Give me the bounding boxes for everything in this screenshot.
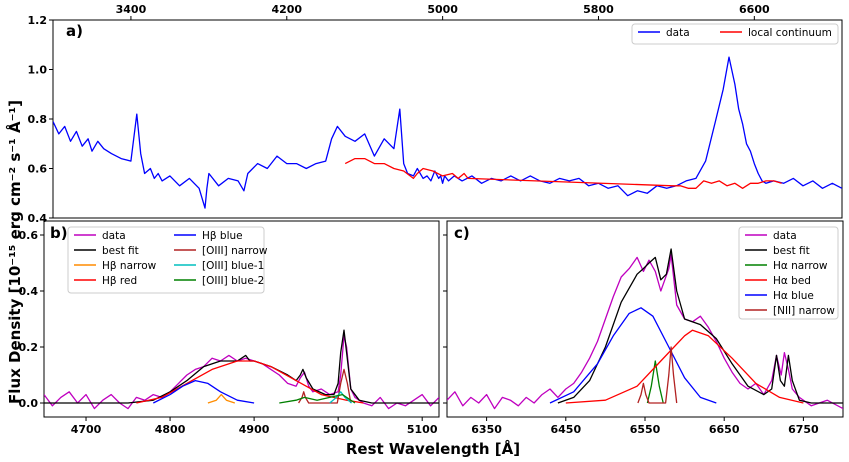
panel-a-series-local-continuum bbox=[344, 157, 782, 189]
panel-c-x-tick-label: 6350 bbox=[471, 423, 502, 436]
y-axis-label: Flux Density [10⁻¹⁵ erg cm⁻² s⁻¹ Å⁻¹] bbox=[5, 100, 24, 404]
panel-a-y-tick-label: 0.6 bbox=[28, 163, 48, 176]
panel-a-top-tick-label: 5800 bbox=[583, 3, 614, 16]
panel-c-plot-area bbox=[447, 248, 843, 410]
panel-c-series-data bbox=[447, 253, 843, 410]
panel-b-series-oiii-blue-2 bbox=[279, 393, 356, 404]
panel-b-x-tick-label: 5000 bbox=[323, 423, 354, 436]
panel-b-legend-label-oiii-blue-2: [OIII] blue-2 bbox=[202, 275, 264, 287]
panel-c-legend-label-h-blue: Hα blue bbox=[773, 290, 814, 302]
panel-a-legend-label-data: data bbox=[666, 27, 690, 39]
panel-b-series-data bbox=[44, 335, 439, 410]
panel-a-top-tick-label: 5000 bbox=[427, 3, 458, 16]
panel-a-top-tick-label: 3400 bbox=[116, 3, 147, 16]
panel-b-frame bbox=[43, 220, 440, 418]
panel-c-series-h-blue bbox=[549, 307, 717, 404]
panel-a-y-tick-label: 1.0 bbox=[28, 64, 48, 77]
panel-c-legend-label-nii-narrow: [NII] narrow bbox=[773, 305, 835, 317]
panel-c-x-tick-label: 6550 bbox=[630, 423, 661, 436]
x-axis-label: Rest Wavelength [Å] bbox=[346, 439, 520, 458]
panel-b-legend-label-h-blue: Hβ blue bbox=[202, 230, 243, 242]
panel-a-label: a) bbox=[66, 22, 83, 40]
panel-c-legend-label-data: data bbox=[773, 230, 797, 242]
panel-b-x-tick-label: 4900 bbox=[239, 423, 270, 436]
panel-b-series-oiii-narrow bbox=[298, 368, 352, 404]
panel-b: 4700 4800 4900 5000 5100 0.0 0.2 0.4 0.6 data best… bbox=[19, 226, 439, 436]
panel-b-legend-label-oiii-blue-1: [OIII] blue-1 bbox=[202, 260, 264, 272]
panel-a-legend bbox=[631, 23, 839, 45]
panel-c-x-tick-label: 6450 bbox=[550, 423, 581, 436]
panel-b-series-best-fit bbox=[44, 329, 439, 404]
panel-b-legend-label-oiii-narrow: [OIII] narrow bbox=[202, 245, 268, 257]
panel-b-y-tick-label: 0.2 bbox=[19, 341, 39, 354]
panel-b-y-tick-label: 0.4 bbox=[19, 285, 39, 298]
panel-b-y-tick-label: 0.6 bbox=[19, 229, 39, 242]
panel-a-series-data bbox=[53, 56, 842, 209]
panel-b-series-h-red bbox=[136, 360, 364, 404]
panel-c-series-h-narrow bbox=[646, 360, 664, 404]
panel-a-y-tick-label: 0.4 bbox=[28, 212, 48, 225]
panel-c-series-nii-narrow bbox=[637, 346, 678, 404]
panel-c-label: c) bbox=[454, 224, 470, 242]
panel-c-series-best-fit bbox=[557, 248, 843, 404]
panel-b-legend-label-h-red: Hβ red bbox=[102, 275, 137, 287]
panel-c-x-tick-label: 6750 bbox=[788, 423, 819, 436]
panel-a-top-tick-label: 4200 bbox=[271, 3, 302, 16]
panel-a-y-tick-label: 0.8 bbox=[28, 113, 48, 126]
panel-b-x-tick-label: 4700 bbox=[71, 423, 102, 436]
panel-b-label: b) bbox=[50, 224, 68, 242]
panel-b-y-tick-label: 0.0 bbox=[19, 397, 39, 410]
panel-a-frame bbox=[52, 19, 843, 219]
panel-b-x-tick-label: 5100 bbox=[407, 423, 438, 436]
panel-c: 6350 6450 6550 6650 6750 data best fit Hα narro… bbox=[443, 226, 843, 436]
panel-b-series-h-blue bbox=[153, 379, 255, 404]
panel-b-legend bbox=[67, 226, 265, 294]
panel-b-series-h-narrow bbox=[207, 393, 236, 404]
panel-a-plot-area bbox=[53, 56, 842, 209]
panel-b-x-tick-label: 4800 bbox=[155, 423, 186, 436]
panel-b-series-oiii-blue-1 bbox=[329, 391, 353, 404]
panel-c-legend-label-h-narrow: Hα narrow bbox=[773, 260, 828, 272]
panel-c-x-tick-label: 6650 bbox=[709, 423, 740, 436]
panel-a: 3400 4200 5000 5800 6600 0.4 0.6 0.8 1.0 1.2 data l… bbox=[28, 3, 842, 225]
panel-a-legend-label-local-continuum: local continuum bbox=[748, 27, 832, 39]
panel-c-legend-label-h-bed: Hα bed bbox=[773, 275, 811, 287]
panel-a-y-tick-label: 1.2 bbox=[28, 14, 48, 27]
panel-a-top-tick-label: 6600 bbox=[739, 3, 770, 16]
panel-b-plot-area bbox=[44, 329, 439, 410]
panel-c-legend-label-best-fit: best fit bbox=[773, 245, 810, 257]
panel-c-series-h-bed bbox=[565, 329, 804, 404]
panel-b-legend-label-data: data bbox=[102, 230, 126, 242]
panel-b-legend-label-h-narrow: Hβ narrow bbox=[102, 260, 157, 272]
panel-b-legend-label-best-fit: best fit bbox=[102, 245, 139, 257]
